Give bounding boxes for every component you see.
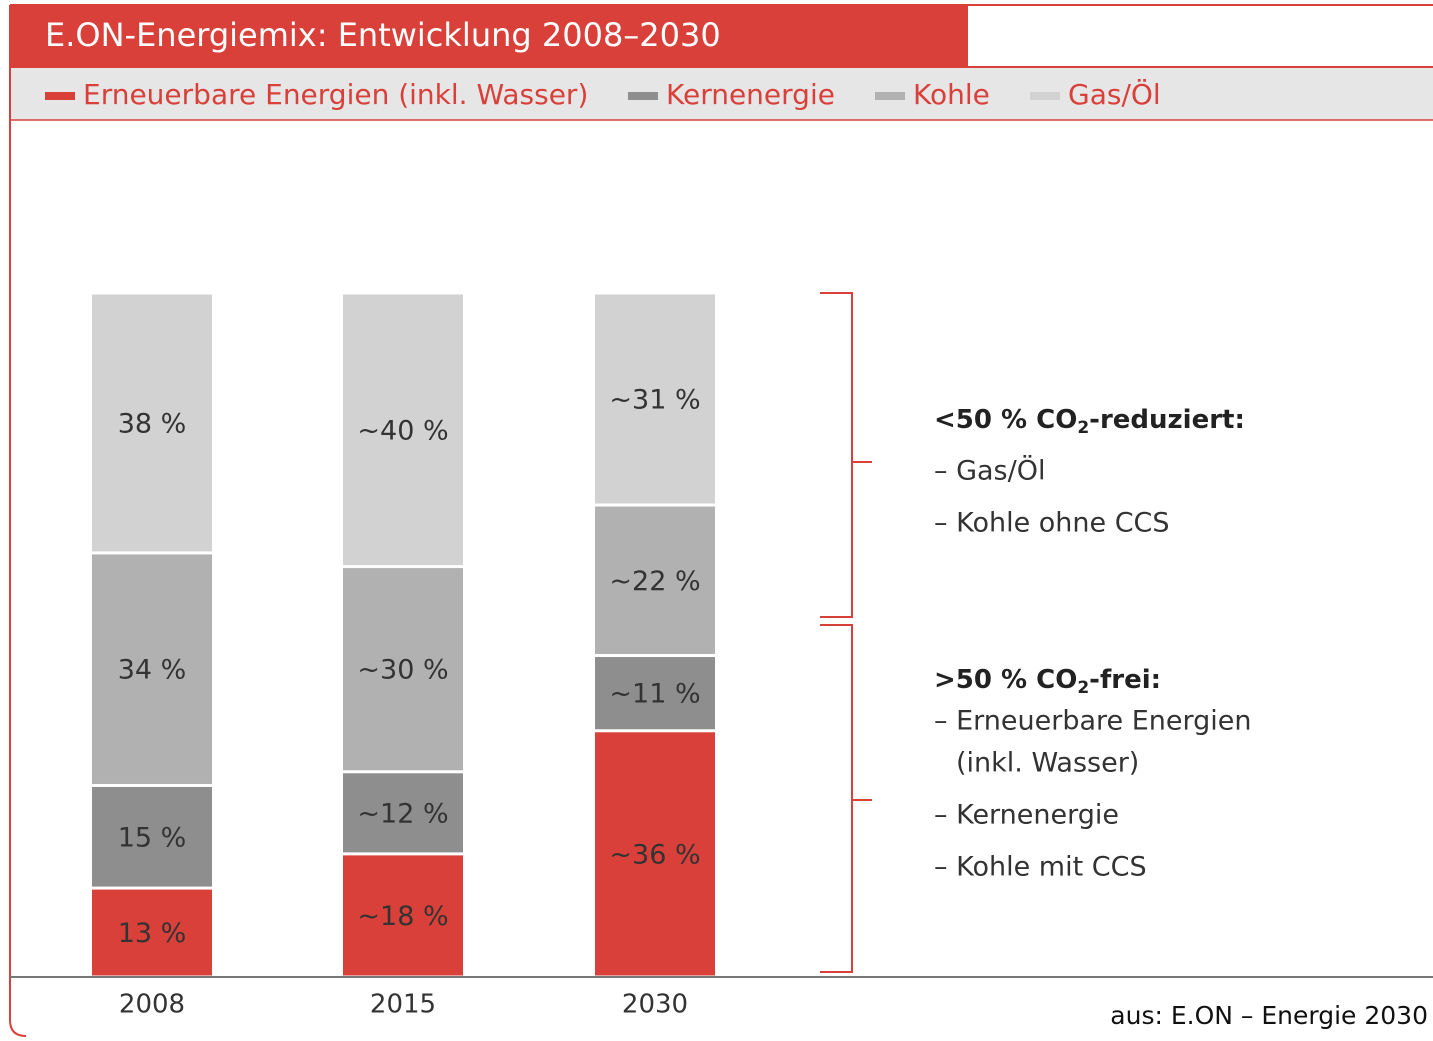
value-label: ~18 %	[357, 901, 448, 932]
bar-segment	[595, 294, 715, 504]
annotation-title: <50 % CO2-reduziert:	[934, 405, 1245, 439]
legend-swatch	[628, 92, 658, 100]
annotation-title-part: 2	[1077, 418, 1089, 438]
legend-label: Kohle	[913, 78, 990, 111]
bar-segment	[595, 732, 715, 976]
annotation-line: – Erneuerbare Energien	[934, 706, 1251, 737]
value-label: ~36 %	[609, 839, 700, 870]
bracket	[820, 624, 872, 973]
annotation-title-part: 2	[1077, 678, 1089, 698]
legend-label: Kernenergie	[666, 78, 835, 111]
annotation-title-part: >50 % CO	[934, 665, 1077, 695]
bar-segment	[92, 889, 212, 976]
annotation-line: – Kohle ohne CCS	[934, 508, 1170, 539]
x-tick-label: 2008	[119, 990, 185, 1020]
legend-swatch	[875, 92, 905, 100]
chart-title: E.ON-Energiemix: Entwicklung 2008–2030	[45, 16, 721, 54]
bar-segment	[92, 786, 212, 887]
title-bar	[10, 5, 968, 67]
legend-label: Erneuerbare Energien (inkl. Wasser)	[83, 78, 588, 111]
annotation-line: – Kernenergie	[934, 800, 1119, 831]
value-label: ~30 %	[357, 655, 448, 686]
annotation-line: – Kohle mit CCS	[934, 852, 1147, 883]
bar-segment	[343, 773, 463, 853]
legend-label: Gas/Öl	[1068, 77, 1161, 111]
value-label: ~12 %	[357, 798, 448, 829]
bar-segment	[343, 855, 463, 976]
x-tick-label: 2015	[370, 990, 436, 1020]
value-label: ~31 %	[609, 385, 700, 416]
value-label: ~40 %	[357, 415, 448, 446]
annotation-title-part: <50 % CO	[934, 405, 1077, 435]
bar-segment	[595, 506, 715, 655]
bar-segment	[343, 294, 463, 566]
bracket	[820, 292, 872, 618]
bar-segment	[92, 294, 212, 552]
legend-band	[11, 67, 1433, 120]
value-label: ~11 %	[609, 679, 700, 710]
annotation-title-part: -reduziert:	[1089, 405, 1245, 435]
bar-segment	[595, 657, 715, 730]
annotation-line: – Gas/Öl	[934, 455, 1045, 487]
value-label: 38 %	[118, 408, 187, 439]
value-label: 34 %	[118, 655, 187, 686]
source: aus: E.ON – Energie 2030	[1110, 1001, 1428, 1030]
legend-swatch	[1030, 92, 1060, 100]
bar-segment	[92, 554, 212, 784]
annotation-title: >50 % CO2-frei:	[934, 665, 1161, 699]
legend-swatch	[45, 92, 75, 100]
x-tick-label: 2030	[622, 990, 688, 1020]
value-label: ~22 %	[609, 566, 700, 597]
frame	[9, 4, 1433, 1037]
annotation-line: (inkl. Wasser)	[956, 748, 1139, 779]
bar-segment	[343, 568, 463, 771]
annotation-title-part: -frei:	[1089, 665, 1161, 695]
value-label: 15 %	[118, 822, 187, 853]
value-label: 13 %	[118, 918, 187, 949]
